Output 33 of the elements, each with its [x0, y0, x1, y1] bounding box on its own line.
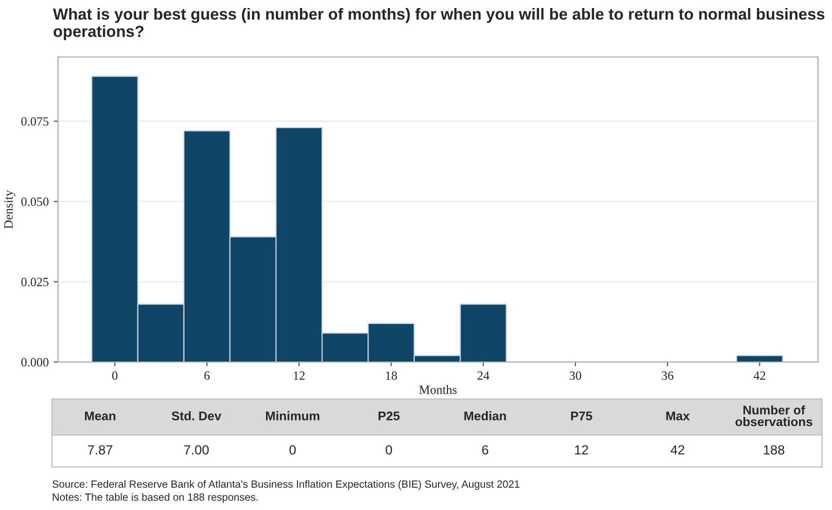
chart-title: What is your best guess (in number of months) for when you will be able to return to normal business operations?: [53, 8, 824, 40]
x-tick-label: 18: [386, 371, 397, 380]
text: 188: [764, 445, 784, 455]
text: Std. Dev: [172, 411, 222, 420]
x-tick-label: 36: [662, 371, 674, 380]
x-tick-label: 30: [570, 371, 582, 380]
y-tick-label: 0.000: [21, 358, 48, 367]
x-tick-label: 0: [112, 371, 118, 380]
text: 0: [289, 445, 296, 455]
source-note: Source: Federal Reserve Bank of Atlanta's Business Inflation Expectations (BIE) Survey, August 2021: [52, 480, 520, 490]
text: 0: [386, 445, 392, 455]
text: Minimum: [266, 411, 320, 420]
text: 7.87: [88, 445, 112, 455]
x-tick-label: 24: [478, 371, 490, 380]
text: Mean: [84, 412, 116, 420]
y-tick-label: 0.075: [21, 117, 48, 126]
y-tick-label: 0.025: [21, 278, 48, 286]
text: Median: [464, 411, 506, 420]
x-tick-label: 42: [754, 371, 766, 380]
text: 6: [482, 445, 488, 455]
y-axis-title: Density: [4, 190, 16, 229]
text: Max: [666, 412, 690, 420]
y-tick-label: 0.050: [21, 198, 48, 206]
text: P25: [378, 412, 400, 420]
x-axis-title: Months: [419, 385, 457, 394]
text: 7.00: [184, 445, 209, 455]
x-tick-label: 12: [294, 371, 305, 380]
text: Number of observations: [735, 405, 812, 426]
text: Notes: The table is based on 188 responses.: [52, 493, 258, 503]
x-tick-label: 6: [204, 371, 210, 380]
text: P75: [571, 412, 592, 420]
text: 42: [670, 445, 684, 454]
text: 12: [575, 445, 588, 454]
